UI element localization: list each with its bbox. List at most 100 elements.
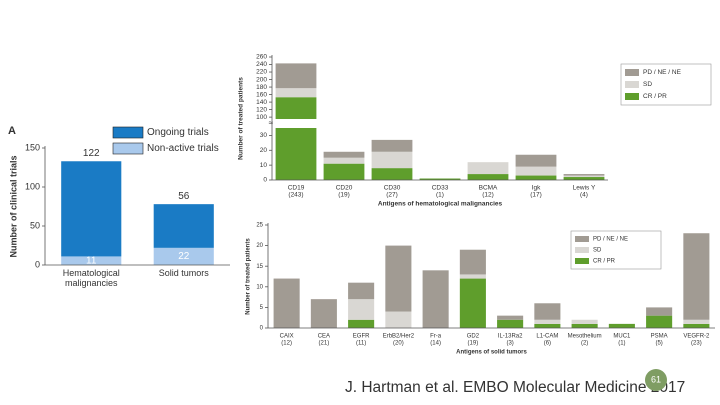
- bar-segment: [348, 282, 375, 300]
- category-count: (12): [482, 192, 494, 199]
- bar-segment: [563, 175, 605, 178]
- x-tick-label: Mesothelium: [568, 334, 602, 340]
- category-count: (6): [544, 341, 551, 347]
- bar-segment: [563, 174, 605, 176]
- y-tick-label: 220: [256, 69, 267, 76]
- bar-segment: [683, 233, 710, 320]
- bar-segment: [371, 151, 413, 169]
- legend-swatch: [112, 142, 144, 155]
- category-count: (14): [430, 341, 441, 347]
- y-tick-label: 200: [256, 76, 267, 83]
- bar-segment: [683, 319, 710, 324]
- bar-segment: [371, 139, 413, 152]
- bar-segment: [459, 278, 486, 328]
- category-count: (243): [288, 192, 303, 199]
- legend-label: PD / NE / NE: [593, 237, 628, 243]
- y-tick-label: 10: [256, 284, 263, 290]
- category-count: (23): [691, 341, 702, 347]
- category-count: (12): [281, 341, 292, 347]
- y-axis-title: Number of treated patients: [246, 238, 252, 315]
- bar-segment: [534, 319, 561, 324]
- bar-segment: [497, 315, 524, 320]
- x-tick-label: CAIX: [280, 334, 294, 340]
- legend-swatch: [575, 247, 589, 253]
- x-tick-label: BCMA: [479, 185, 498, 192]
- legend-label: CR / PR: [643, 93, 667, 100]
- bar-segment: [275, 63, 317, 89]
- x-tick-label: Igk: [532, 185, 541, 192]
- y-tick-label: 5: [260, 305, 264, 311]
- x-tick-label: CD33: [432, 185, 449, 192]
- legend-swatch: [625, 81, 639, 88]
- legend-label: CR / PR: [593, 259, 616, 265]
- bar-segment: [385, 245, 412, 312]
- legend-label: Ongoing trials: [147, 127, 209, 138]
- y-tick-label: 160: [256, 91, 267, 98]
- y-tick-label: 100: [25, 181, 40, 191]
- y-tick-label: 260: [256, 54, 267, 61]
- bar-segment: [646, 307, 673, 316]
- category-count: (2): [581, 341, 588, 347]
- bar-segment: [467, 174, 509, 180]
- bar-segment: [275, 97, 317, 180]
- bar-segment: [459, 249, 486, 275]
- bar-segment: [153, 204, 214, 248]
- bar-segment: [371, 168, 413, 180]
- y-tick-label: 180: [256, 84, 267, 91]
- category-count: (3): [506, 341, 513, 347]
- bar-segment: [275, 88, 317, 98]
- legend-swatch: [112, 126, 144, 139]
- x-tick-label: Solid tumors: [158, 268, 209, 278]
- bar-segment: [153, 247, 214, 265]
- x-tick-label: VEGFR-2: [683, 334, 710, 340]
- x-tick-label: GD2: [467, 334, 480, 340]
- category-count: (1): [618, 341, 625, 347]
- category-count: (21): [319, 341, 330, 347]
- bar-segment: [385, 311, 412, 328]
- category-count: (1): [436, 192, 444, 199]
- x-tick-label: CEA: [318, 334, 330, 340]
- category-count: (20): [393, 341, 404, 347]
- bar-segment: [534, 323, 561, 328]
- y-tick-label: 0: [263, 177, 267, 184]
- y-tick-label: 50: [30, 220, 40, 230]
- category-count: (19): [338, 192, 350, 199]
- bar-segment: [608, 323, 635, 328]
- bar-segment: [515, 175, 557, 180]
- bar-segment: [571, 323, 598, 328]
- bar-segment: [273, 278, 300, 328]
- legend-swatch: [625, 69, 639, 76]
- y-tick-label: 20: [260, 147, 268, 154]
- category-count: (19): [468, 341, 479, 347]
- x-tick-label: Hematological malignancies: [62, 268, 120, 288]
- page-number: 61: [651, 374, 661, 384]
- y-tick-label: 0: [260, 326, 264, 332]
- category-count: (5): [655, 341, 662, 347]
- data-label: 56: [178, 191, 190, 202]
- bar-segment: [467, 162, 509, 175]
- y-axis-title: Number of treated patients: [238, 77, 245, 160]
- bar-segment: [61, 161, 122, 257]
- category-count: (4): [580, 192, 588, 199]
- axis-break-mark: ≈: [269, 119, 274, 128]
- x-tick-label: Lewis Y: [573, 185, 596, 192]
- bar-segment: [422, 270, 449, 328]
- bar-segment: [571, 319, 598, 324]
- y-tick-label: 20: [256, 243, 263, 249]
- category-count: (17): [530, 192, 542, 199]
- bar-segment: [534, 303, 561, 320]
- panel-label: A: [8, 125, 16, 137]
- legend-label: PD / NE / NE: [643, 69, 682, 76]
- x-tick-label: ErbB2/Her2: [383, 334, 415, 340]
- bar-segment: [515, 154, 557, 167]
- x-tick-label: IL-13Ra2: [498, 334, 523, 340]
- y-tick-label: 0: [35, 259, 40, 269]
- category-count: (11): [356, 341, 366, 347]
- bar-segment: [348, 299, 375, 320]
- y-tick-label: 30: [260, 132, 268, 139]
- bar-segment: [61, 256, 122, 265]
- citation: J. Hartman et al. EMBO Molecular Medicin…: [345, 379, 685, 396]
- legend-box: [570, 230, 662, 270]
- x-tick-label: CD20: [336, 185, 353, 192]
- legend-swatch: [575, 236, 589, 242]
